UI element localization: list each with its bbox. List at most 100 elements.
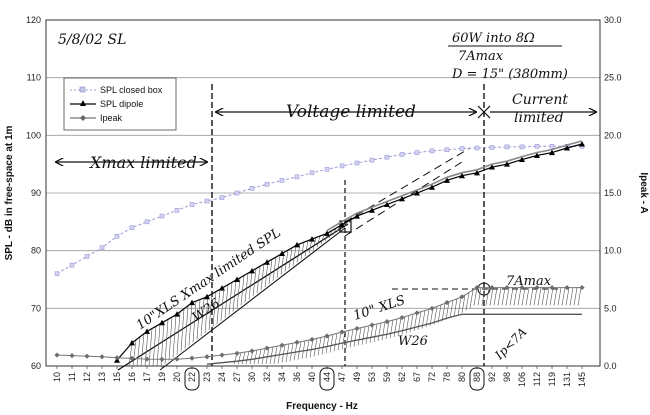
data-point-ipeak <box>174 356 180 362</box>
hatch-stroke <box>537 287 542 306</box>
hatch-stroke <box>293 342 298 361</box>
data-point-ipeak <box>204 354 210 360</box>
hatch-stroke <box>481 287 486 306</box>
hatch-stroke <box>321 336 326 355</box>
series-layer <box>54 140 585 365</box>
y-tick-label: 80 <box>31 246 41 256</box>
hatch-stroke <box>517 287 522 306</box>
data-point-dipole <box>189 299 195 306</box>
data-point-closed-box <box>384 154 390 160</box>
data-point-ipeak <box>444 299 450 306</box>
hatch-stroke <box>377 322 382 342</box>
data-point-ipeak <box>264 345 270 351</box>
data-point-dipole <box>264 259 270 265</box>
data-point-dipole <box>249 267 255 274</box>
hatch-stroke <box>228 282 233 315</box>
data-point-closed-box <box>54 271 60 277</box>
x-axis-ticks: 10 11 12 13 15 16 17 19 20 22 23 24 27 30 32 34 36 40 44 47… <box>52 366 587 391</box>
hatch-stroke <box>405 315 410 334</box>
hatch-stroke <box>389 319 394 339</box>
hatch-stroke <box>208 293 213 331</box>
hatch-stroke <box>224 284 229 318</box>
hatch-stroke <box>284 250 289 272</box>
x-tick-label: 10 <box>52 372 62 382</box>
hatch-stroke <box>521 287 526 306</box>
x-tick-label: 53 <box>367 372 377 382</box>
x-axis-title: Frequency - Hz <box>286 401 358 412</box>
hatch-stroke <box>128 342 133 367</box>
legend-box <box>63 77 177 131</box>
hatch-stroke <box>333 333 338 352</box>
hatch-stroke <box>317 337 322 356</box>
y2-axis-title: Ipeak - A <box>638 172 649 213</box>
hatch-stroke <box>192 301 197 343</box>
hatch-stroke <box>441 303 446 322</box>
data-point-dipole <box>294 241 300 248</box>
hatch-stroke <box>168 316 173 361</box>
data-point-ipeak <box>504 284 510 291</box>
data-point-closed-box <box>324 167 330 172</box>
data-point-ipeak <box>129 355 135 361</box>
data-point-dipole <box>354 213 360 219</box>
hatch-stroke <box>485 287 490 306</box>
data-point-ipeak <box>489 284 495 291</box>
hatch-stroke <box>461 294 466 314</box>
x-tick-label: 145 <box>577 372 587 387</box>
hatch-stroke <box>473 287 478 306</box>
hatch-stroke <box>553 287 558 306</box>
y2-tick-label: 0.0 <box>604 361 617 371</box>
data-point-closed-box <box>519 144 525 150</box>
data-point-closed-box <box>504 144 510 150</box>
hatch-stroke <box>541 287 546 306</box>
annotation-7amax: 7Amax <box>506 274 552 289</box>
hatch-stroke <box>305 340 310 359</box>
hatch-stroke <box>565 287 570 306</box>
data-point-ipeak <box>144 356 150 362</box>
hatch-stroke <box>196 299 201 340</box>
hatch-stroke <box>288 247 293 269</box>
x-tick-label: 23 <box>202 372 212 382</box>
hatch-stroke <box>136 336 141 367</box>
hatch-stroke <box>232 280 237 312</box>
data-point-ipeak <box>384 318 390 325</box>
annotation-spec-diameter: D = 15" (380mm) <box>451 67 568 82</box>
y-tick-label: 60 <box>31 361 41 371</box>
data-point-dipole <box>519 156 525 163</box>
hatch-stroke <box>140 333 145 367</box>
x-tick-label: 78 <box>442 372 452 382</box>
data-point-closed-box <box>444 147 450 153</box>
data-point-ipeak <box>564 284 570 291</box>
data-point-dipole <box>144 328 150 334</box>
asymptote-w26 <box>159 227 346 371</box>
hatch-stroke <box>240 275 245 306</box>
legend: SPL closed box SPL dipole Ipeak <box>63 77 177 131</box>
x-tick-label: 88 <box>472 372 482 382</box>
hatch-stroke <box>393 318 398 337</box>
data-point-ipeak <box>429 305 435 311</box>
x-tick-label: 12 <box>82 372 92 382</box>
legend-marker-dipole <box>80 100 86 106</box>
data-point-ipeak <box>189 355 195 361</box>
y-tick-label: 110 <box>27 73 41 83</box>
data-point-closed-box <box>204 198 210 204</box>
hatch-stroke <box>289 343 294 362</box>
data-point-ipeak <box>279 342 285 348</box>
x-tick-label: 47 <box>337 372 347 382</box>
x-tick-label: 15 <box>112 372 122 382</box>
hatch-stroke <box>300 242 305 260</box>
hatch-stroke <box>272 256 277 281</box>
hatch-stroke <box>577 287 582 306</box>
x-tick-label: 67 <box>412 372 422 382</box>
legend-marker-ipeak <box>80 115 86 121</box>
data-point-dipole <box>474 169 480 176</box>
data-point-closed-box <box>339 163 345 169</box>
hatch-stroke <box>200 297 205 337</box>
y-axis-right-ticks: 0.0 5.0 10.0 15.0 20.0 25.0 30.0 <box>604 15 622 371</box>
annotation-current-limited-1: Current <box>512 92 568 108</box>
hatch-stroke <box>332 228 337 236</box>
hatch-stroke <box>148 328 153 367</box>
hatch-stroke <box>545 287 550 306</box>
hatch-stroke <box>261 348 266 365</box>
hatch-stroke <box>245 351 250 365</box>
data-point-closed-box <box>279 178 285 183</box>
